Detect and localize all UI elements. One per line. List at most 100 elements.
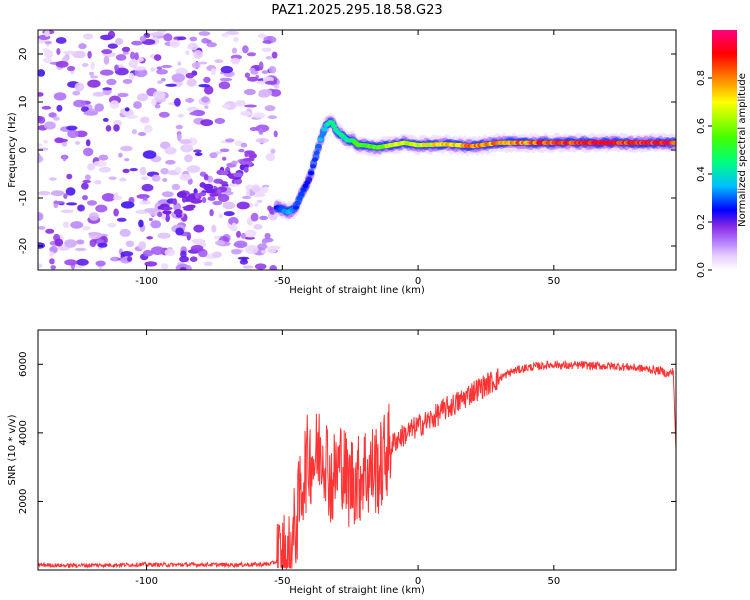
spectrogram-noise-blob — [160, 168, 169, 175]
spectrogram-noise-blob — [230, 57, 241, 65]
spectrogram-noise-blob — [95, 260, 106, 267]
spectrogram-noise-blob — [222, 104, 231, 109]
spectrogram-noise-blob — [43, 139, 48, 144]
spectrogram-noise — [38, 30, 282, 270]
spectrogram-noise-blob — [66, 125, 78, 131]
spectrogram-noise-blob — [154, 103, 161, 109]
spectrogram-noise-blob — [176, 132, 182, 142]
spectrogram-noise-blob — [122, 79, 133, 84]
spectrogram-noise-blob — [125, 240, 135, 247]
spectrogram-noise-blob — [119, 177, 127, 182]
spectrogram-noise-blob — [268, 66, 277, 74]
spectrogram-noise-blob — [61, 141, 68, 147]
spectrogram-streak-blob — [205, 188, 216, 194]
spectrogram-noise-blob — [107, 222, 117, 228]
spectrogram-noise-blob — [99, 166, 111, 173]
spectrogram-noise-blob — [255, 138, 269, 143]
spectrogram-noise-blob — [38, 69, 46, 77]
spectrogram-noise-blob — [209, 152, 218, 159]
spectrogram-noise-blob — [113, 208, 119, 217]
spectrogram-noise-blob — [244, 229, 257, 238]
spectrogram-noise-blob — [134, 68, 148, 78]
spectrogram-noise-blob — [136, 93, 149, 102]
spectrogram-noise-blob — [161, 64, 173, 69]
spectrogram-noise-blob — [74, 82, 85, 92]
spectrogram-noise-blob — [225, 30, 240, 36]
spectrogram-noise-blob — [174, 167, 182, 173]
spectrogram-noise-blob — [120, 201, 135, 209]
colorbar-tick-label: 0.2 — [696, 214, 707, 230]
spectrogram-noise-blob — [141, 183, 154, 192]
spectrogram-ridge-core — [298, 192, 305, 197]
spectrogram-noise-blob — [253, 223, 263, 230]
spectrogram-noise-blob — [98, 154, 109, 161]
spectrogram-noise-blob — [271, 51, 278, 59]
spectrogram-noise-blob — [177, 61, 182, 66]
spectrogram-x-tick-label: 0 — [415, 276, 421, 287]
spectrogram-noise-blob — [76, 258, 89, 266]
spectrogram-noise-blob — [106, 78, 117, 86]
spectrogram-noise-blob — [234, 101, 247, 107]
spectrogram-noise-blob — [165, 83, 177, 87]
spectrogram-noise-blob — [258, 128, 264, 135]
spectrogram-noise-blob — [41, 105, 52, 110]
spectrogram-noise-blob — [81, 106, 89, 113]
spectrogram-noise-blob — [95, 204, 108, 213]
spectrogram-ridge — [273, 112, 676, 221]
spectrogram-noise-blob — [131, 40, 143, 46]
spectrogram-noise-blob — [110, 256, 121, 262]
spectrogram-noise-blob — [138, 241, 147, 250]
spectrogram-noise-blob — [62, 154, 67, 162]
spectrogram-noise-blob — [114, 64, 119, 72]
spectrogram-noise-blob — [103, 55, 110, 65]
spectrogram-noise-blob — [99, 233, 108, 237]
snr-y-label: SNR (10 * v/v) — [7, 414, 18, 485]
spectrogram-x-tick-label: -50 — [274, 276, 290, 287]
spectrogram-noise-blob — [158, 111, 170, 118]
spectrogram-streak-blob — [172, 198, 177, 206]
spectrogram-noise-blob — [133, 101, 142, 109]
spectrogram-noise-blob — [263, 186, 269, 193]
spectrogram-noise-blob — [131, 129, 137, 135]
spectrogram-noise-blob — [144, 261, 158, 267]
spectrogram-noise-blob — [193, 50, 203, 59]
spectrogram-noise-blob — [187, 137, 198, 146]
spectrogram-noise-blob — [209, 209, 214, 217]
spectrogram-noise-blob — [261, 70, 269, 74]
spectrogram-noise-blob — [175, 81, 183, 86]
spectrogram-noise-blob — [132, 66, 146, 71]
spectrogram-noise-blob — [189, 256, 198, 263]
spectrogram-streak-blob — [176, 191, 187, 198]
spectrogram-noise-blob — [261, 238, 268, 245]
spectrogram-noise-blob — [185, 72, 195, 79]
spectrogram-noise-blob — [137, 132, 147, 136]
spectrogram-noise-blob — [140, 176, 149, 181]
spectrogram-noise-blob — [142, 249, 154, 257]
spectrogram-streak-blob — [233, 172, 244, 178]
spectrogram-noise-blob — [222, 201, 236, 210]
spectrogram-noise-blob — [66, 202, 78, 206]
spectrogram-streak-blob — [207, 196, 216, 201]
spectrogram-noise-blob — [63, 193, 68, 199]
spectrogram-streak-blob — [157, 206, 162, 210]
spectrogram-noise-blob — [49, 177, 57, 181]
spectrogram-noise-blob — [177, 36, 187, 41]
spectrogram-noise-blob — [50, 265, 56, 270]
spectrogram-ridge-core — [302, 183, 309, 189]
spectrogram-ridge-core — [296, 196, 303, 201]
spectrogram-noise-blob — [127, 256, 133, 262]
spectrogram-noise-blob — [265, 56, 273, 60]
spectrogram-noise-blob — [150, 220, 162, 229]
spectrogram-noise-blob — [85, 139, 91, 147]
spectrogram-noise-blob — [241, 195, 252, 200]
spectrogram-noise-blob — [190, 244, 204, 252]
spectrogram-noise-blob — [179, 267, 187, 270]
snr-y-tick-label: 4000 — [18, 420, 29, 445]
spectrogram-noise-blob — [242, 45, 249, 54]
spectrogram-noise-blob — [262, 40, 272, 44]
spectrogram-noise-blob — [240, 110, 252, 116]
spectrogram-streak-blob — [195, 192, 199, 199]
spectrogram-y-tick-label: 10 — [18, 96, 29, 109]
spectrogram-noise-blob — [108, 176, 117, 180]
spectrogram-noise-blob — [252, 112, 266, 119]
